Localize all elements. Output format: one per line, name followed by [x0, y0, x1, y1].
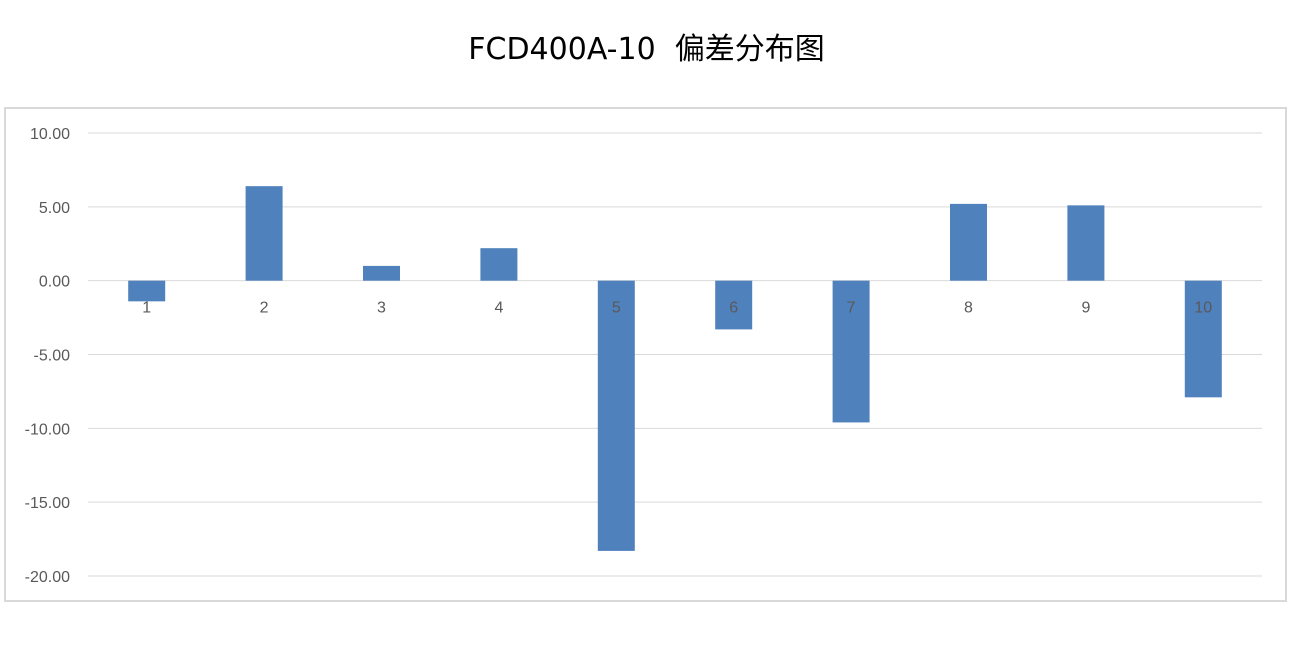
- x-category-label: 7: [847, 300, 856, 317]
- chart-title: FCD400A-10 偏差分布图: [468, 32, 825, 67]
- x-category-label: 3: [377, 300, 386, 317]
- gridlines: [88, 132, 1262, 577]
- x-category-label: 8: [964, 300, 973, 317]
- bar-2: [245, 186, 283, 281]
- bar-3: [363, 265, 400, 281]
- x-category-label: 10: [1194, 300, 1212, 317]
- bar-8: [950, 203, 987, 281]
- bar-9: [1067, 205, 1105, 281]
- bar-7: [832, 280, 870, 423]
- bar-1: [128, 280, 166, 302]
- x-category-label: 4: [494, 300, 503, 317]
- y-tick-label: -5.00: [34, 348, 71, 365]
- y-axis-tick-labels: 10.00 5.00 0.00 -5.00 -10.00 -15.00 -20.00: [25, 126, 70, 586]
- x-category-label: 5: [612, 300, 621, 317]
- y-tick-label: 10.00: [30, 126, 70, 143]
- x-category-label: 9: [1081, 300, 1090, 317]
- bar-5: [597, 280, 635, 551]
- bar-10: [1184, 280, 1222, 398]
- y-tick-label: 5.00: [39, 200, 70, 217]
- bar-6: [715, 280, 753, 330]
- bar-4: [480, 248, 518, 281]
- y-tick-label: -10.00: [25, 421, 70, 438]
- x-category-label: 2: [260, 300, 269, 317]
- bars: [128, 186, 1222, 551]
- y-tick-label: -15.00: [25, 495, 70, 512]
- x-axis-category-labels: 1 2 3 4 5 6 7 8 9 10: [142, 300, 1212, 317]
- x-category-label: 1: [142, 300, 151, 317]
- y-tick-label: -20.00: [25, 569, 70, 586]
- y-tick-label: 0.00: [39, 274, 70, 291]
- x-category-label: 6: [729, 300, 738, 317]
